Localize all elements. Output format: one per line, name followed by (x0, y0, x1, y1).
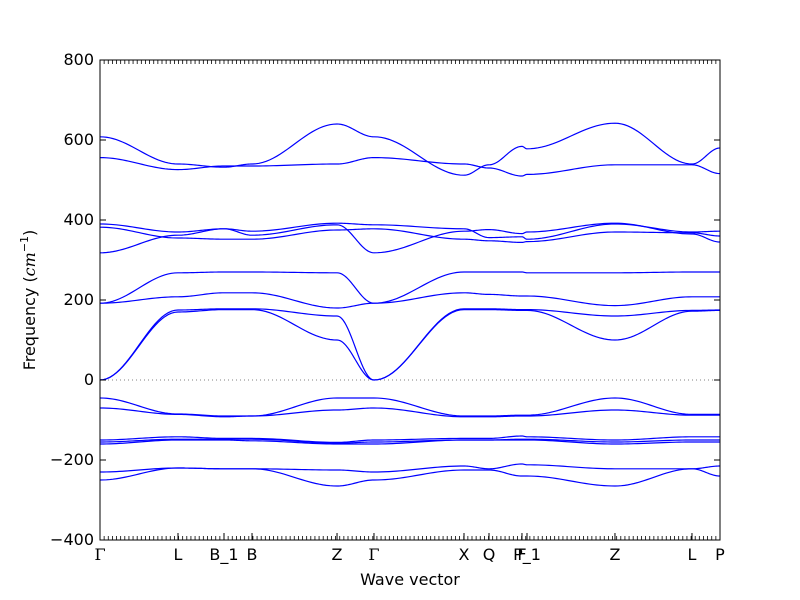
y-tick-label: −200 (50, 450, 94, 469)
branch-curve-4 (100, 226, 720, 243)
branch-curve-6 (100, 271, 720, 304)
y-axis-ticks: −400 −200 0 200 400 600 800 (50, 50, 720, 549)
x-tick-label: L (174, 545, 183, 564)
dispersion-curves (100, 122, 720, 487)
x-tick-label: B (247, 545, 258, 564)
y-axis-title-exponent: −1 (18, 236, 31, 252)
branch-curve-10 (100, 397, 720, 417)
branch-curve-9 (100, 309, 720, 381)
y-axis-title-close: ) (20, 230, 39, 236)
y-tick-label: 0 (84, 370, 94, 389)
y-tick-label: 600 (63, 130, 94, 149)
plot-area (100, 122, 720, 487)
x-tick-label: L (688, 545, 697, 564)
y-tick-label: −400 (50, 530, 94, 549)
x-tick-label: B_1 (209, 545, 238, 565)
x-tick-label: F (517, 545, 526, 564)
branch-curve-2 (100, 156, 720, 177)
x-axis-ticks: Γ L B_1 B Z Γ X Q FP_1 Z L P (94, 533, 725, 565)
branch-curve-12 (100, 435, 720, 444)
y-axis-title: Frequency (cm−1) (18, 230, 39, 371)
branch-curve-11 (100, 407, 720, 418)
y-tick-label: 800 (63, 50, 94, 69)
x-tick-label: Z (609, 545, 620, 564)
branch-curve-7 (100, 292, 720, 309)
x-tick-label: P_1 (513, 545, 541, 565)
y-tick-label: 400 (63, 210, 94, 229)
plot-frame (99, 59, 721, 541)
y-axis-title-unit: cm (20, 252, 39, 276)
x-tick-label: X (459, 545, 470, 564)
branch-curve-8 (100, 308, 720, 381)
x-tick-label: P (715, 545, 725, 564)
x-tick-label: Γ (368, 545, 379, 564)
x-axis-title: Wave vector (360, 570, 460, 589)
branch-curve-16 (100, 467, 720, 487)
y-axis-title-text: Frequency ( (20, 276, 39, 370)
branch-curve-5 (100, 222, 720, 254)
x-tick-label: Z (332, 545, 343, 564)
minor-x-ticks (99, 60, 721, 540)
branch-curve-14 (100, 439, 720, 445)
y-tick-label: 200 (63, 290, 94, 309)
branch-curve-1 (100, 122, 720, 176)
x-tick-label: Γ (94, 545, 105, 564)
x-tick-label: Q (483, 545, 496, 564)
